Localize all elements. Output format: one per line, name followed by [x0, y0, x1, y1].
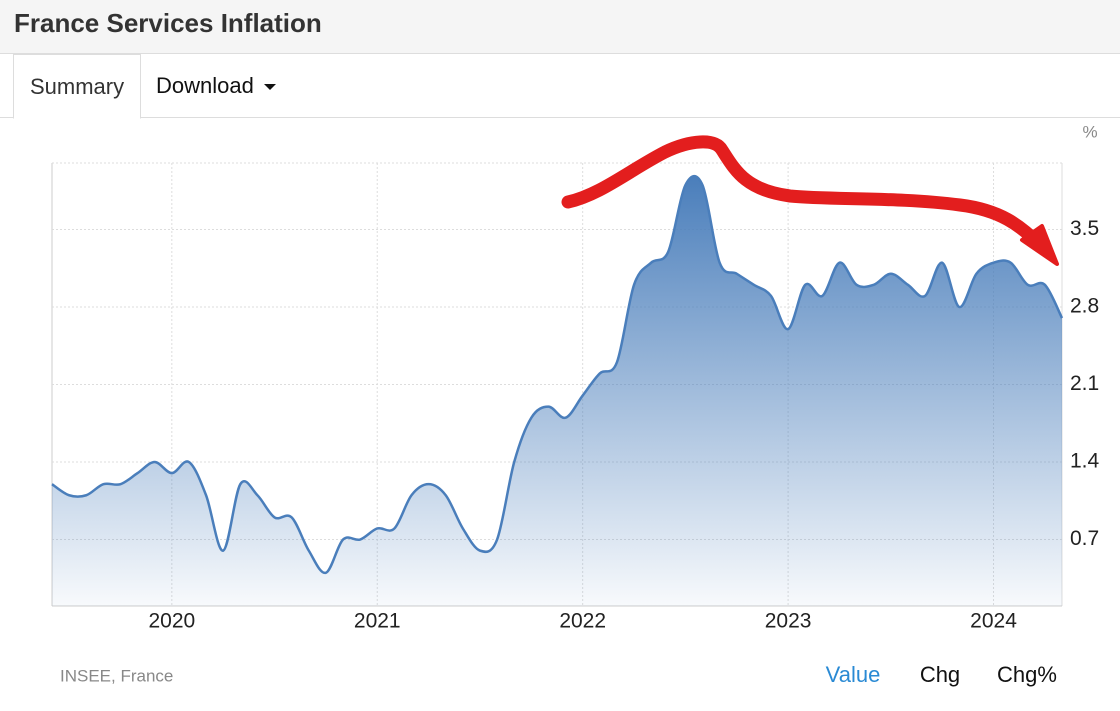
line	[51, 174, 1064, 575]
header: France Services Inflation	[0, 0, 1120, 54]
y-tick-label: 2.1	[1070, 372, 1099, 395]
y-tick-label: 1.4	[1070, 450, 1100, 473]
x-tick-label: 2020	[148, 610, 195, 633]
caret-icon	[263, 84, 276, 91]
chgpct-button[interactable]: Chg%	[997, 662, 1057, 687]
download-tab[interactable]: Download	[140, 54, 292, 117]
red-arrowhead	[1020, 224, 1059, 266]
tab-bar: Summary Download	[0, 54, 1120, 119]
area-fill	[52, 176, 1062, 606]
x-tick-label: 2023	[765, 610, 812, 633]
page-title: France Services Inflation	[14, 8, 322, 38]
x-tick-label: 2024	[970, 610, 1017, 633]
x-tick-label: 2022	[559, 610, 606, 633]
tab-label: Download	[156, 73, 254, 98]
summary-tab[interactable]: Summary	[13, 54, 142, 119]
chg-button[interactable]: Chg	[920, 662, 960, 687]
tab-label: Summary	[30, 74, 125, 99]
y-tick-label: 2.8	[1070, 295, 1099, 318]
x-tick-label: 2021	[354, 610, 401, 633]
y-tick-label: 0.7	[1070, 527, 1099, 550]
unit-label: %	[1082, 122, 1097, 141]
y-tick-label: 3.5	[1070, 217, 1099, 240]
red-arrow	[561, 135, 1047, 252]
value-button[interactable]: Value	[826, 662, 881, 687]
source-label: INSEE, France	[60, 666, 173, 685]
